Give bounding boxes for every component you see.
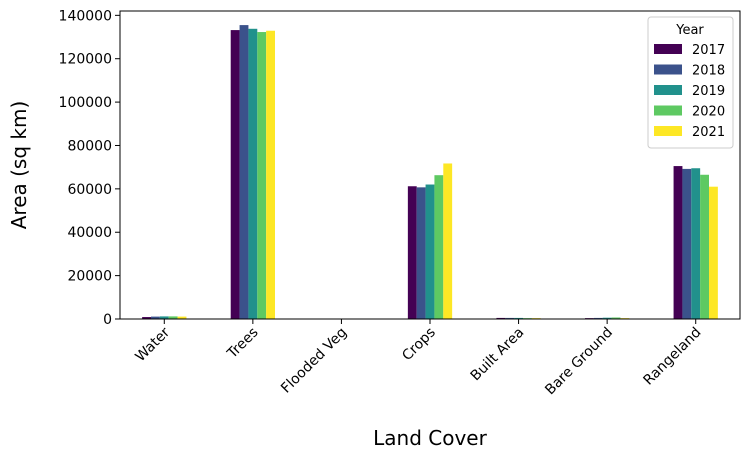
- bar-rangeland-2017: [673, 166, 683, 319]
- bar-trees-2018: [239, 25, 249, 319]
- y-tick-label: 100000: [59, 95, 112, 111]
- bar-rangeland-2018: [682, 168, 692, 319]
- y-tick-label: 140000: [59, 8, 112, 24]
- x-tick-label: Flooded Veg: [278, 325, 350, 397]
- bar-bare-ground-2020: [611, 317, 621, 319]
- bar-water-2017: [142, 317, 151, 319]
- y-tick-label: 40000: [67, 225, 112, 241]
- legend-swatch-2020: [654, 105, 682, 116]
- bar-built-area-2018: [505, 317, 515, 319]
- legend-title: Year: [675, 23, 704, 38]
- y-tick-label: 20000: [67, 269, 112, 285]
- bar-crops-2018: [416, 187, 426, 319]
- legend-label-2018: 2018: [692, 64, 725, 79]
- bar-bare-ground-2018: [593, 317, 603, 319]
- x-tick-label: Trees: [224, 325, 262, 363]
- bar-trees-2020: [257, 32, 267, 319]
- x-axis-title: Land Cover: [373, 426, 487, 450]
- bar-crops-2019: [425, 184, 435, 319]
- y-tick-label: 80000: [67, 138, 112, 154]
- x-axis: Water Trees Flooded Veg Crops Built Area Bare…: [133, 319, 705, 398]
- legend-swatch-2021: [654, 126, 682, 136]
- bar-trees-2017: [230, 30, 240, 320]
- bar-trees-2021: [266, 30, 275, 320]
- bars-layer: [142, 25, 718, 320]
- legend-items: 2017 2018 2019 2020 2021: [654, 43, 725, 140]
- bar-built-area-2017: [496, 317, 506, 319]
- bar-crops-2021: [443, 163, 453, 319]
- bar-water-2021: [177, 316, 187, 319]
- x-tick-label: Built Area: [468, 325, 528, 385]
- legend: Year 2017 2018 2019 2020 2021: [647, 16, 734, 149]
- x-tick-label: Water: [133, 324, 174, 365]
- x-tick-label: Crops: [399, 325, 439, 365]
- bar-rangeland-2020: [700, 174, 709, 319]
- bar-trees-2019: [248, 28, 258, 319]
- bar-bare-ground-2019: [602, 317, 612, 319]
- bar-built-area-2019: [514, 317, 523, 319]
- bar-water-2018: [151, 316, 160, 319]
- y-tick-label: 60000: [67, 182, 112, 198]
- x-tick-label: Bare Ground: [542, 325, 616, 399]
- y-axis: 0 20000 40000 60000 80000 100000 120000 140000: [59, 8, 120, 328]
- bar-crops-2017: [407, 186, 417, 319]
- legend-label-2021: 2021: [692, 125, 725, 140]
- bar-water-2020: [168, 316, 178, 319]
- y-tick-label: 0: [103, 312, 112, 328]
- legend-swatch-2017: [654, 44, 682, 54]
- legend-label-2019: 2019: [692, 84, 725, 99]
- legend-label-2020: 2020: [692, 105, 725, 120]
- bar-rangeland-2021: [709, 186, 718, 319]
- legend-swatch-2018: [654, 64, 682, 75]
- legend-swatch-2019: [654, 85, 682, 95]
- bar-crops-2020: [434, 175, 444, 319]
- y-tick-label: 120000: [59, 52, 112, 68]
- bar-water-2019: [159, 316, 169, 319]
- x-tick-label: Rangeland: [640, 325, 704, 389]
- y-axis-title: Area (sq km): [7, 101, 31, 230]
- legend-label-2017: 2017: [692, 43, 725, 58]
- bar-rangeland-2019: [691, 168, 701, 319]
